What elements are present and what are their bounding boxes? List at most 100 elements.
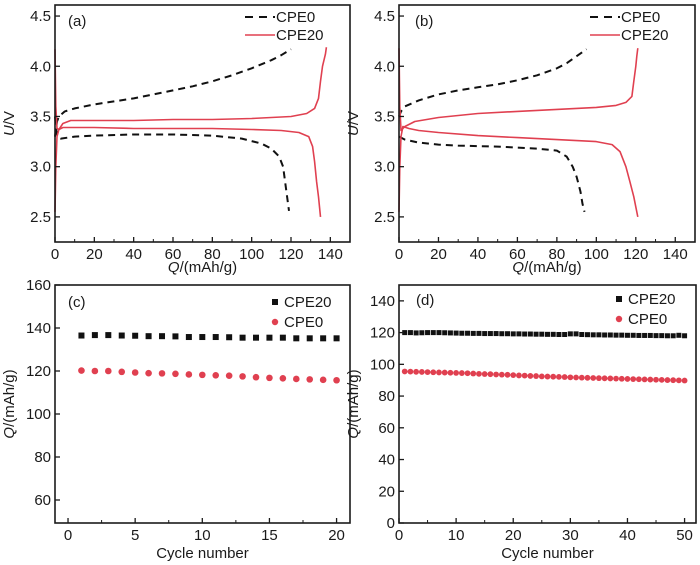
x-tick-label: 120 [278,246,303,263]
data-point-cpe20 [239,334,246,341]
x-tick-label: 100 [584,246,609,263]
panel-a: 0 20 40 60 80 100 120 140 2.5 3.0 3.5 4.0 4.5 Q/(mAh/… [1,4,351,276]
data-point-cpe20 [185,334,192,341]
data-point-cpe0 [279,375,287,382]
x-tick-label: 10 [448,527,465,544]
x-axis-label: Q/(mAh/g) [168,259,237,276]
data-point-cpe0 [470,370,477,377]
data-point-cpe20 [118,332,125,339]
data-point-cpe20 [562,332,568,338]
data-point-cpe0 [578,374,585,381]
data-point-cpe20 [596,332,602,338]
legend-label: CPE20 [621,27,669,44]
legend-label: CPE0 [628,311,667,328]
data-point-cpe20 [279,334,286,341]
data-point-cpe20 [453,330,459,336]
data-point-cpe0 [544,373,551,380]
data-point-cpe20 [333,335,340,342]
data-point-cpe20 [482,331,488,337]
data-point-cpe0 [516,372,522,379]
data-point-cpe20 [425,330,431,336]
data-point-cpe0 [498,371,505,378]
data-point-cpe20 [522,331,528,337]
x-tick-label: 80 [204,246,221,263]
x-tick-label: 50 [676,527,693,544]
data-point-cpe0 [521,372,528,379]
data-point-cpe0 [476,370,482,377]
x-tick-label: 140 [318,246,343,263]
data-point-cpe0 [601,375,608,382]
legend-marker-cpe20 [272,299,278,305]
data-point-cpe0 [510,372,517,379]
data-point-cpe0 [681,377,688,384]
y-tick-label: 3.5 [30,108,51,125]
data-point-cpe20 [306,335,313,342]
x-tick-label: 100 [239,246,264,263]
legend-label: CPE20 [628,291,676,308]
legend-label: CPE0 [284,314,323,331]
data-point-cpe0 [212,371,220,379]
data-point-cpe20 [659,333,665,339]
y-tick-label: 140 [370,293,395,310]
plot-area [398,48,639,218]
plot-area [78,332,340,384]
data-point-cpe0 [447,369,454,376]
x-axis-label-symbol: Q [168,259,180,276]
series-line-cpe0-discharge [398,135,586,213]
data-point-cpe20 [619,332,625,338]
data-point-cpe20 [624,332,630,338]
data-point-cpe20 [682,333,688,339]
data-point-cpe0 [596,375,602,382]
x-tick-label: 20 [505,527,522,544]
data-point-cpe20 [545,331,550,337]
data-point-cpe20 [459,330,465,336]
data-point-cpe0 [584,374,591,381]
legend-marker-cpe20 [616,296,622,302]
y-tick-label: 4.5 [374,8,395,25]
data-point-cpe20 [493,331,499,337]
x-tick-label: 60 [509,246,526,263]
y-tick-label: 3.5 [374,108,395,125]
data-point-cpe0 [567,374,574,381]
y-tick-label: 100 [26,406,51,423]
data-point-cpe0 [647,376,654,383]
y-tick-label: 60 [378,420,395,437]
data-point-cpe20 [413,330,419,336]
data-point-cpe20 [476,330,482,336]
data-point-cpe20 [436,330,442,336]
y-tick-label: 2.5 [374,209,395,226]
legend: CPE20 CPE0 [271,294,332,331]
panel-c: 0 5 10 15 20 60 80 100 120 140 160 Cycle number Q/(m… [1,277,351,562]
data-point-cpe20 [470,330,476,336]
panel-b: 0 20 40 60 80 100 120 140 2.5 3.0 3.5 4.0 4.5 Q/(mAh/… [345,4,696,276]
data-point-cpe20 [407,330,413,336]
series-line-cpe20-charge [398,48,639,132]
y-tick-label: 120 [370,325,395,342]
legend-label: CPE20 [284,294,332,311]
x-tick-label: 0 [64,527,72,544]
series-line-cpe20-discharge [398,125,639,218]
x-tick-label: 40 [125,246,142,263]
data-point-cpe0 [91,367,99,375]
data-point-cpe0 [675,377,682,384]
y-axis-label-symbol: U [1,125,18,136]
y-axis-label: Q/(mAh/g) [345,369,362,438]
data-point-cpe20 [613,332,619,338]
data-point-cpe20 [199,334,206,341]
data-point-cpe0 [533,373,539,379]
y-tick-label: 160 [26,277,51,294]
y-tick-label: 100 [370,356,395,373]
y-tick-label: 3.0 [374,159,395,176]
data-point-cpe20 [402,330,408,336]
data-point-cpe0 [239,373,246,380]
y-tick-label: 60 [34,492,51,509]
x-tick-label: 120 [623,246,648,263]
data-point-cpe20 [607,332,613,338]
data-point-cpe20 [159,333,166,340]
data-point-cpe0 [481,371,488,377]
y-tick-label: 40 [378,452,395,469]
x-tick-label: 10 [194,527,211,544]
legend: CPE20 CPE0 [615,291,676,328]
